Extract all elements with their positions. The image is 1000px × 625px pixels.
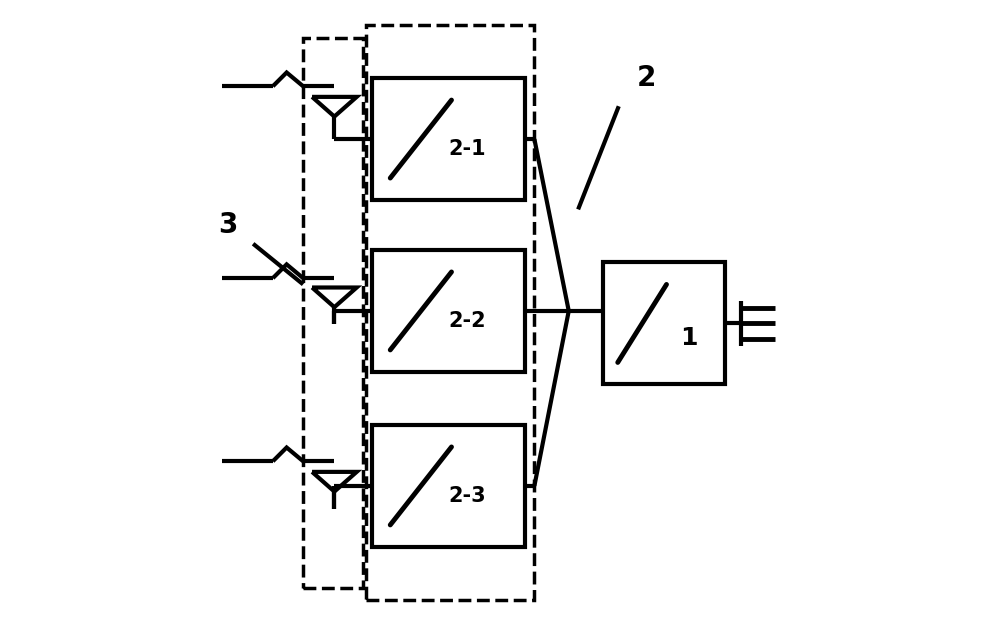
Bar	[366, 25, 534, 600]
Text: 2-1: 2-1	[448, 139, 486, 159]
Bar	[372, 425, 525, 547]
Text: 3: 3	[218, 211, 238, 239]
Bar	[603, 262, 725, 384]
Text: 2-3: 2-3	[448, 486, 486, 506]
Bar	[372, 250, 525, 372]
Bar	[303, 38, 362, 587]
Text: 2-2: 2-2	[448, 311, 486, 331]
Text: 2: 2	[637, 64, 657, 92]
Text: 1: 1	[680, 326, 697, 350]
Bar	[372, 78, 525, 200]
